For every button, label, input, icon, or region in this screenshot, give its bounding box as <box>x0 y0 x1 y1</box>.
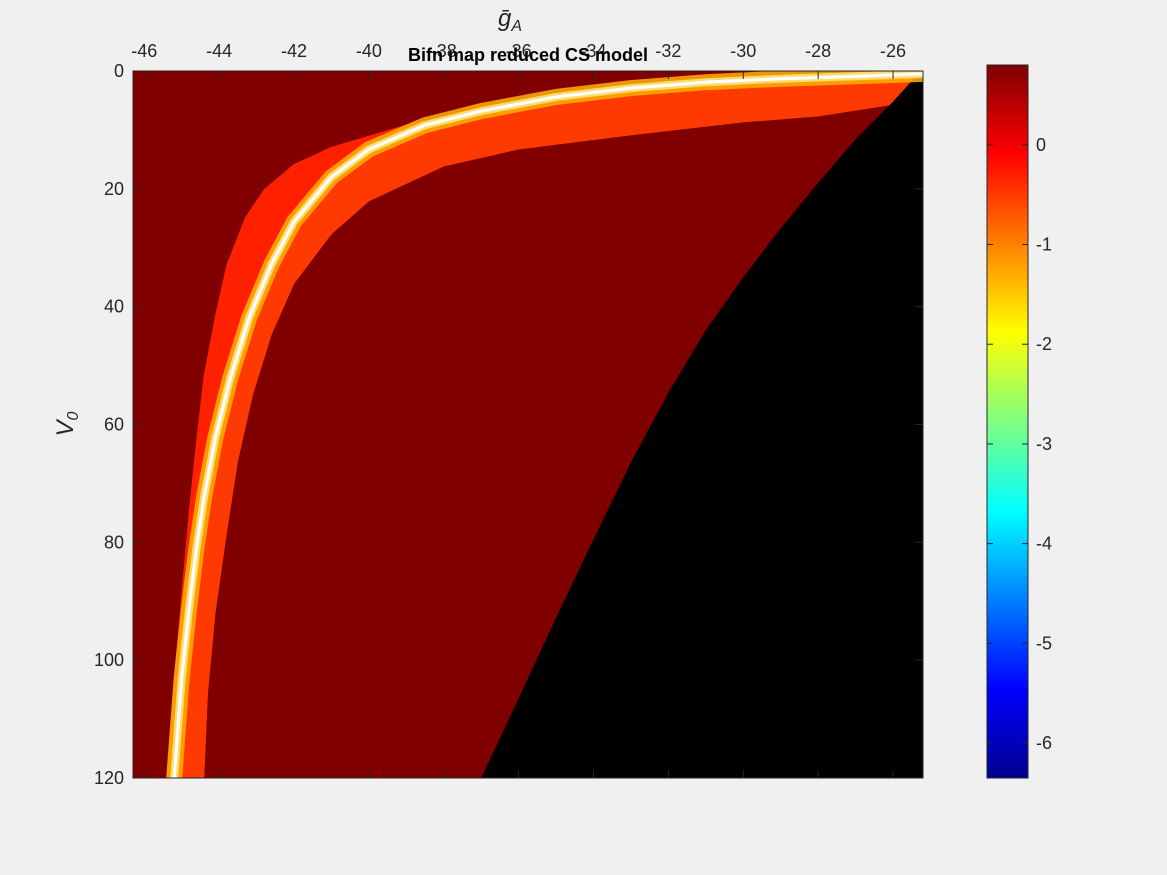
x-axis-label: ḡA <box>498 5 522 35</box>
y-tick-label: 100 <box>94 650 124 670</box>
x-tick-label: -44 <box>206 41 232 61</box>
heatmap-plot <box>133 71 923 778</box>
y-tick-label: 120 <box>94 768 124 788</box>
y-tick-label: 20 <box>104 179 124 199</box>
y-tick-label: 80 <box>104 532 124 552</box>
y-ticks: 0 20 40 60 80 100 120 <box>94 61 923 788</box>
undefined-region <box>481 72 923 778</box>
x-tick-label: -40 <box>356 41 382 61</box>
colorbar-tick-label: -2 <box>1036 334 1052 354</box>
x-tick-label: -30 <box>730 41 756 61</box>
y-tick-label: 0 <box>114 61 124 81</box>
colorbar-gradient <box>986 64 1029 779</box>
bifurcation-curve <box>172 72 923 778</box>
colorbar-tick-label: -4 <box>1036 534 1052 554</box>
colorbar: 0 -1 -2 -3 -4 -5 -6 <box>986 64 1052 779</box>
colorbar-tick-label: -6 <box>1036 733 1052 753</box>
x-tick-label: -36 <box>506 41 532 61</box>
colorbar-tick-label: -5 <box>1036 633 1052 653</box>
y-tick-label: 60 <box>104 415 124 435</box>
x-tick-label: -32 <box>655 41 681 61</box>
x-tick-label: -28 <box>805 41 831 61</box>
x-tick-label: -26 <box>880 41 906 61</box>
y-label-base: V <box>52 418 79 436</box>
colorbar-tick-label: -3 <box>1036 434 1052 454</box>
x-tick-label: -42 <box>281 41 307 61</box>
chart-title: Bifn map reduced CS model <box>408 45 648 65</box>
x-tick-label: -46 <box>131 41 157 61</box>
x-tick-label: -38 <box>431 41 457 61</box>
x-ticks: -46 -44 -42 -40 -38 -36 -34 -32 -30 -28 -26 <box>131 41 906 778</box>
y-tick-label: 40 <box>104 297 124 317</box>
x-tick-label: -34 <box>581 41 607 61</box>
colorbar-tick-label: -1 <box>1036 234 1052 254</box>
colorbar-tick-label: 0 <box>1036 135 1046 155</box>
x-label-sub: A <box>510 18 522 35</box>
y-label-sub: 0 <box>65 411 82 420</box>
colorbar-ticks: 0 -1 -2 -3 -4 -5 -6 <box>987 135 1052 753</box>
x-label-base: ḡ <box>498 5 512 32</box>
axes-frame: -46 -44 -42 -40 -38 -36 -34 -32 -30 -28 -26 0 20 40 6… <box>94 41 924 788</box>
axes-box <box>132 70 924 779</box>
y-axis-label: V0 <box>52 411 82 436</box>
